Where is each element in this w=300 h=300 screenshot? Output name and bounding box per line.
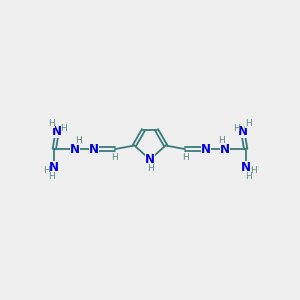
Text: N: N — [52, 124, 62, 138]
Text: N: N — [70, 142, 80, 156]
Text: H: H — [49, 172, 55, 181]
Text: H: H — [233, 124, 239, 133]
Text: H: H — [61, 124, 67, 133]
Text: N: N — [220, 142, 230, 156]
Text: N: N — [238, 124, 248, 138]
Text: N: N — [241, 160, 251, 174]
Text: N: N — [145, 153, 155, 166]
Text: H: H — [75, 136, 82, 146]
Text: H: H — [147, 164, 153, 172]
Text: N: N — [201, 142, 211, 156]
Text: H: H — [49, 119, 55, 128]
Text: N: N — [89, 142, 99, 156]
Text: H: H — [43, 166, 50, 175]
Text: H: H — [111, 153, 118, 162]
Text: H: H — [250, 166, 257, 175]
Text: H: H — [245, 119, 251, 128]
Text: H: H — [245, 172, 251, 181]
Text: H: H — [218, 136, 225, 146]
Text: H: H — [182, 153, 189, 162]
Text: N: N — [49, 160, 59, 174]
